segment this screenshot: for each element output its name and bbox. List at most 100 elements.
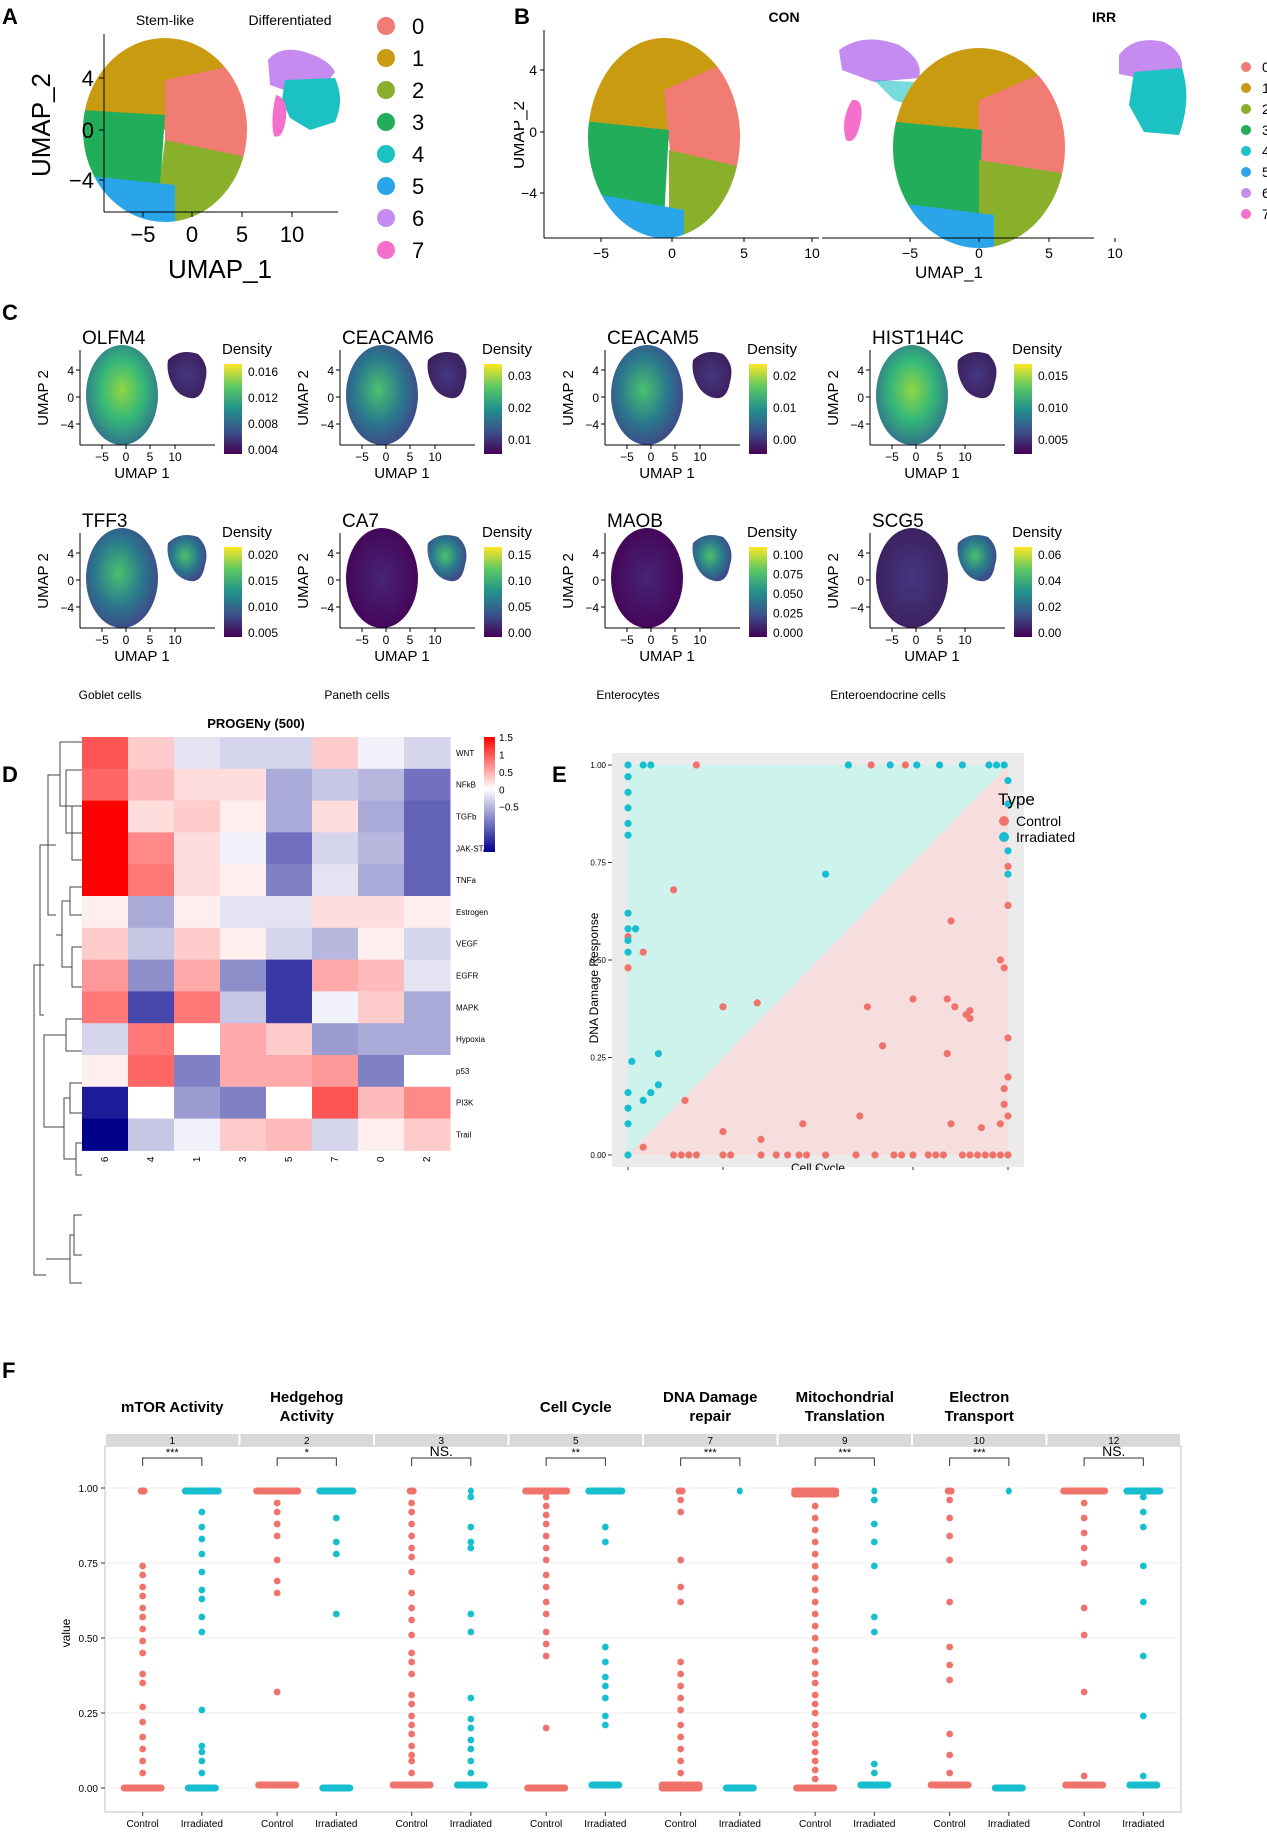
- heatmap-cell: [174, 1086, 221, 1120]
- e-point-control: [681, 1096, 689, 1104]
- f-ytick-label: 0.75: [79, 1559, 99, 1570]
- facet-2: HedgehogActivityHedgehog Activity2*Contr…: [240, 1389, 373, 1830]
- c-xtick-label: −5: [355, 633, 369, 647]
- e-point-control: [958, 1151, 966, 1159]
- heatmap-cell: [312, 1055, 359, 1088]
- e-ytick-label: 0.50: [590, 956, 606, 965]
- f-point-irradiated: [1139, 1493, 1147, 1501]
- c-xtick-label: 10: [168, 633, 182, 647]
- b-xtick-label: −5: [593, 245, 609, 261]
- f-point-control: [811, 1670, 819, 1678]
- c-colorbar: [224, 364, 242, 454]
- f-point-irradiated: [198, 1535, 206, 1543]
- f-point-irradiated: [736, 1487, 743, 1495]
- f-point-control: [139, 1625, 147, 1633]
- panel-a-x-ticks: −5 0 5 10: [130, 212, 304, 247]
- f-point-control: [811, 1586, 819, 1594]
- sig-bracket: [142, 1457, 203, 1466]
- f-point-irradiated: [870, 1760, 878, 1768]
- e-point-control: [977, 1124, 985, 1132]
- c-xtick-label: 0: [913, 633, 920, 647]
- heatmap-legend-tick: −0.5: [499, 803, 519, 814]
- panel-letter-c: C: [2, 300, 18, 325]
- gene-title: SCG5: [872, 511, 924, 532]
- c-xlabel: UMAP 1: [114, 465, 170, 482]
- facet-7: DNA DamagerepairDNA Damage repair7***Con…: [644, 1389, 777, 1830]
- f-point-control: [1080, 1631, 1088, 1639]
- sig-label: ***: [166, 1447, 180, 1459]
- heatmap-cell: [128, 1118, 175, 1151]
- f-point-irradiated: [198, 1748, 206, 1756]
- diff-density-blob: [957, 352, 997, 399]
- heatmap-row-label: TNFa: [456, 876, 477, 885]
- sig-label: ***: [973, 1447, 987, 1459]
- c-xtick-label: 5: [147, 450, 154, 464]
- sig-bracket: [276, 1457, 337, 1466]
- c-ytick-label: 4: [592, 547, 599, 561]
- heatmap-cell: [404, 1055, 451, 1088]
- c-ytick-label: −4: [320, 601, 334, 615]
- heatmap-cell: [312, 1086, 359, 1120]
- f-point-control: [811, 1502, 819, 1510]
- heatmap-cell: [174, 1023, 221, 1056]
- f-point-irradiated: [1139, 1523, 1147, 1531]
- heatmap-cell: [174, 832, 221, 865]
- e-point-control: [772, 1151, 780, 1159]
- heatmap-cell: [82, 1055, 129, 1088]
- panel-a-xlabel: UMAP_1: [168, 254, 272, 284]
- e-point-control: [1004, 862, 1012, 870]
- panel-b-title-irr: IRR: [1092, 9, 1116, 25]
- e-point-irradiated: [624, 936, 632, 945]
- facet-title: Transport: [945, 1408, 1014, 1425]
- f-point-control: [408, 1757, 416, 1765]
- e-point-control: [879, 1042, 887, 1050]
- e-point-control: [909, 1151, 917, 1159]
- c-legend-tick: 0.010: [1038, 401, 1068, 415]
- panel-a-ylabel: UMAP_2: [26, 73, 56, 177]
- f-point-irradiated: [1005, 1487, 1012, 1495]
- c-ytick-label: 0: [857, 391, 864, 405]
- c-legend-tick: 0.05: [508, 600, 532, 614]
- f-xtick-label: Irradiated: [181, 1819, 223, 1830]
- c-colorbar: [224, 547, 242, 637]
- c-ytick-label: 4: [592, 364, 599, 378]
- f-xtick-label: Irradiated: [1122, 1819, 1164, 1830]
- f-point-control: [811, 1730, 819, 1738]
- f-point-control: [542, 1598, 550, 1606]
- heatmap-cell: [128, 800, 175, 833]
- f-point-control: [1080, 1559, 1088, 1567]
- heatmap-cell: [404, 768, 451, 802]
- f-point-irradiated: [857, 1781, 892, 1789]
- heatmap-col-label: 0: [376, 1156, 387, 1162]
- e-point-control: [1000, 1085, 1008, 1093]
- c-legend-title: Density: [747, 524, 798, 541]
- f-point-control: [542, 1652, 550, 1660]
- c-ytick-label: −4: [585, 418, 599, 432]
- f-ytick-label: 0.25: [79, 1709, 99, 1720]
- facet-strip-label: 3: [438, 1436, 444, 1447]
- f-point-irradiated: [332, 1514, 340, 1522]
- stem-density-blob: [346, 345, 418, 445]
- c-xlabel: UMAP 1: [374, 648, 430, 665]
- c-caption: Goblet cells: [79, 688, 142, 702]
- c-legend-title: Density: [1012, 341, 1063, 358]
- f-point-irradiated: [588, 1781, 623, 1789]
- b-legend-dot: [1241, 125, 1251, 135]
- c-ylabel: UMAP 2: [560, 370, 577, 426]
- heatmap-col-label: 7: [330, 1156, 341, 1162]
- f-point-control: [139, 1637, 147, 1645]
- f-ytick-label: 0.00: [79, 1784, 99, 1795]
- f-point-control: [542, 1532, 550, 1540]
- heatmap-cell: [266, 896, 313, 929]
- e-point-control: [719, 1003, 727, 1011]
- c-xtick-label: 0: [383, 450, 390, 464]
- e-point-control: [932, 1151, 940, 1159]
- c-legend-tick: 0.00: [508, 626, 532, 640]
- e-point-irradiated: [654, 1081, 662, 1089]
- f-point-irradiated: [332, 1610, 340, 1618]
- b-legend-label: 3: [1262, 122, 1267, 138]
- c-xtick-label: −5: [620, 633, 634, 647]
- c-caption: Paneth cells: [324, 688, 389, 702]
- a-legend-label: 6: [412, 206, 424, 231]
